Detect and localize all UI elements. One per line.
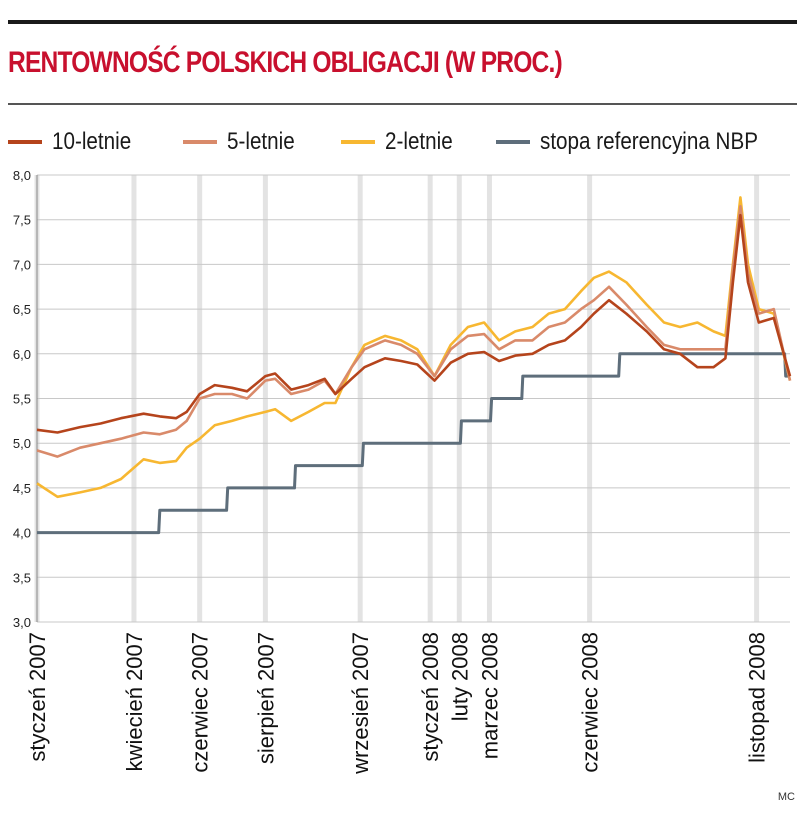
- series-line-2-letnie: [36, 196, 792, 499]
- legend-swatch-2-letnie: [341, 140, 375, 144]
- y-tick-label: 6,0: [13, 347, 31, 362]
- legend-label-5-letnie: 5-letnie: [227, 128, 295, 155]
- y-tick-label: 4,5: [13, 481, 31, 496]
- legend-item-stopa: stopa referencyjna NBP: [496, 124, 793, 160]
- y-tick-label: 7,0: [13, 257, 31, 272]
- x-tick-label: listopad 2008: [745, 632, 770, 763]
- legend-swatch-stopa: [496, 140, 530, 144]
- legend-swatch-5-letnie: [183, 140, 217, 144]
- legend-item-5-letnie: 5-letnie: [183, 124, 306, 160]
- x-tick-label: luty 2008: [447, 632, 472, 721]
- chart-title: RENTOWNOŚĆ POLSKICH OBLIGACJI (W PROC.): [8, 46, 563, 79]
- y-tick-label: 4,0: [13, 526, 31, 541]
- title-rule: [8, 103, 797, 105]
- y-tick-label: 3,0: [13, 615, 31, 630]
- x-tick-label: sierpień 2007: [253, 632, 278, 764]
- line-chart: 3,0 3,5 4,0 4,5 5,0 5,5 6,0 6,5 7,0 7,5 8,0 styczeń…: [13, 168, 792, 775]
- y-tick-label: 7,5: [13, 213, 31, 228]
- y-tick-label: 5,0: [13, 436, 31, 451]
- x-tick-label: styczeń 2008: [418, 632, 443, 762]
- y-tick-label: 8,0: [13, 168, 31, 183]
- legend-item-10-letnie: 10-letnie: [8, 124, 144, 160]
- y-tick-label: 3,5: [13, 570, 31, 585]
- y-tick-label: 6,5: [13, 302, 31, 317]
- series-line-10-letnie: [36, 213, 792, 434]
- legend-label-2-letnie: 2-letnie: [385, 128, 453, 155]
- x-tick-label: marzec 2008: [477, 632, 502, 759]
- y-tick-label: 5,5: [13, 392, 31, 407]
- x-tick-label: czerwiec 2008: [578, 632, 603, 773]
- legend-label-stopa: stopa referencyjna NBP: [540, 128, 758, 155]
- top-rule: [8, 20, 797, 24]
- legend-item-2-letnie: 2-letnie: [341, 124, 464, 160]
- legend-swatch-10-letnie: [8, 140, 42, 144]
- credit-label: MC: [777, 791, 795, 803]
- x-tick-label: wrzesień 2007: [348, 632, 373, 775]
- series-line-stopa-referencyjna-NBP: [37, 352, 790, 535]
- x-tick-label: kwiecień 2007: [122, 632, 147, 771]
- x-tick-label: styczeń 2007: [25, 632, 50, 762]
- series-line-5-letnie: [36, 204, 792, 458]
- legend-label-10-letnie: 10-letnie: [52, 128, 132, 155]
- x-tick-label: czerwiec 2007: [188, 632, 213, 773]
- legend: 10-letnie 5-letnie 2-letnie stopa refere…: [8, 124, 798, 160]
